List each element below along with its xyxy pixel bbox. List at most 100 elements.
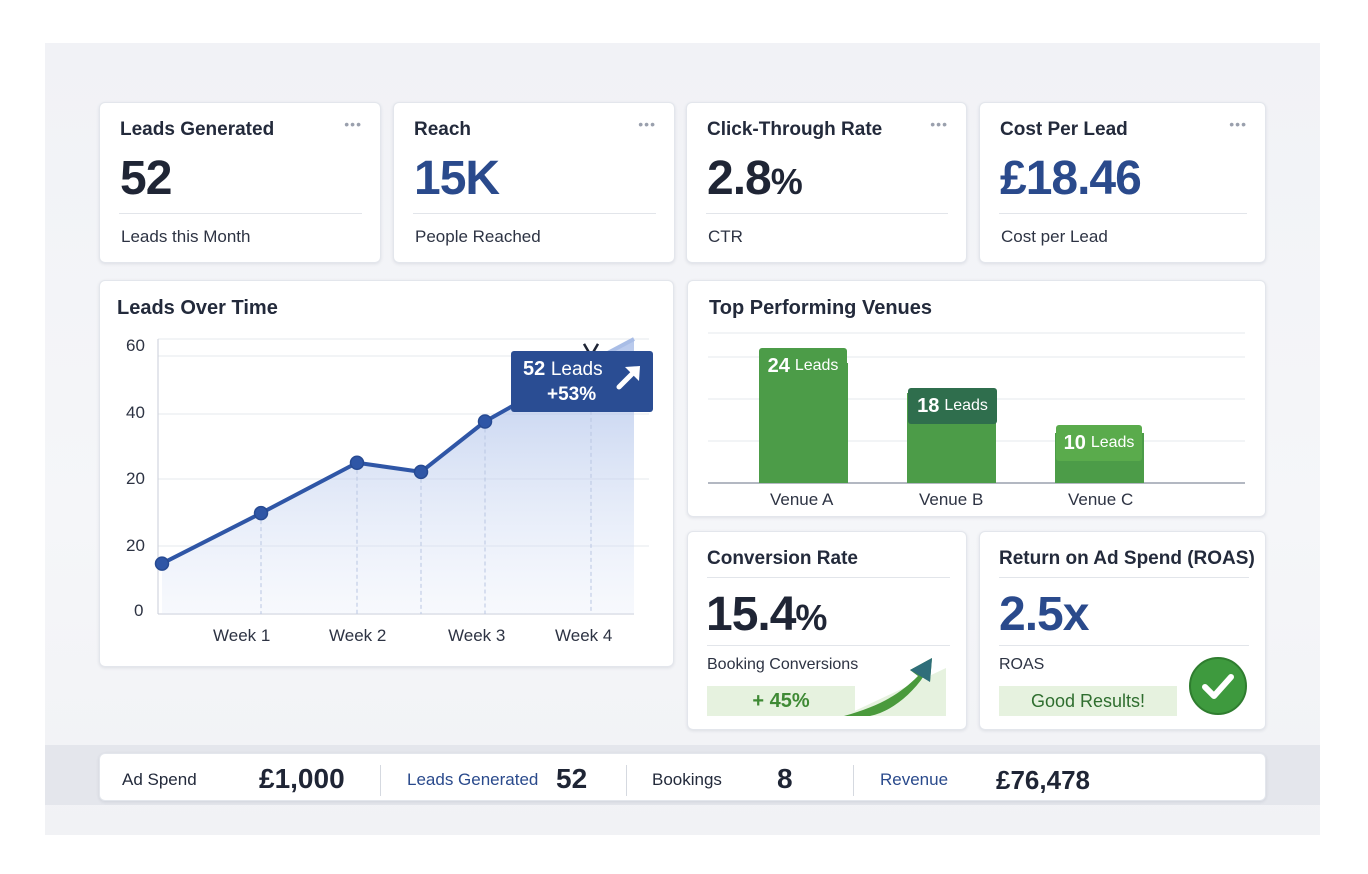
y-tick-label: 0: [134, 601, 144, 620]
dashboard: Leads Generated ••• 52 Leads this Month …: [45, 43, 1320, 835]
kpi-card-cost-per-lead[interactable]: Cost Per Lead ••• £18.46 Cost per Lead: [979, 102, 1266, 263]
bar-label-venue-a: 24 Leads: [759, 348, 847, 384]
kpi-value-unit: %: [770, 161, 803, 202]
divider: [380, 765, 381, 796]
y-tick-label: 40: [126, 403, 145, 422]
data-point: [349, 455, 365, 470]
growth-arrow-icon: [844, 658, 946, 716]
divider: [999, 213, 1247, 214]
x-tick-label: Week 1: [213, 626, 271, 645]
summary-value-leads: 52: [556, 763, 588, 794]
divider: [999, 577, 1249, 578]
divider: [999, 645, 1249, 646]
top-venues-panel: Top Performing Venues 24 Leads 18 Leads …: [687, 280, 1266, 517]
bar-label-venue-c: 10 Leads: [1056, 425, 1142, 461]
divider: [706, 213, 948, 214]
callout-change: +53%: [547, 384, 597, 405]
kpi-value-number: 52: [120, 152, 172, 205]
bar-value-suffix: Leads: [794, 357, 839, 374]
panel-title: Return on Ad Spend (ROAS): [999, 548, 1255, 569]
kpi-subtitle: Cost per Lead: [1001, 227, 1108, 246]
bar-value: 18: [917, 394, 940, 417]
summary-label-bookings: Bookings: [652, 770, 722, 789]
leads-callout: 52 Leads +53%: [511, 351, 653, 412]
leads-line: [161, 360, 592, 566]
summary-strip: Ad Spend £1,000 Leads Generated 52 Booki…: [45, 745, 1320, 805]
panel-title: Leads Over Time: [117, 297, 278, 319]
bar-value: 24: [767, 354, 790, 377]
kpi-value: 15K: [414, 151, 500, 206]
divider: [626, 765, 627, 796]
x-tick-label: Venue B: [919, 490, 984, 509]
data-point: [413, 464, 429, 480]
bar-label-venue-b: 18 Leads: [908, 388, 997, 424]
callout-line: 52 Leads: [523, 358, 603, 381]
more-options-icon[interactable]: •••: [638, 116, 656, 132]
kpi-value-number: 15K: [414, 152, 500, 205]
kpi-card-ctr[interactable]: Click-Through Rate ••• 2.8% CTR: [686, 102, 967, 263]
panel-title: Top Performing Venues: [709, 297, 932, 319]
panel-title: Conversion Rate: [707, 548, 858, 569]
x-tick-label: Venue A: [770, 490, 834, 509]
x-tick-label: Week 2: [329, 626, 387, 645]
divider: [853, 765, 854, 796]
kpi-title: Reach: [414, 119, 472, 140]
roas-card[interactable]: Return on Ad Spend (ROAS) 2.5x ROAS Good…: [979, 531, 1266, 730]
kpi-value-number: 2.8: [707, 152, 772, 205]
roas-status-badge: Good Results!: [999, 686, 1177, 716]
kpi-value-number: £18.46: [1000, 152, 1142, 205]
more-options-icon[interactable]: •••: [930, 116, 948, 132]
data-point: [477, 414, 493, 429]
leads-over-time-panel: Leads Over Time 60 40 20 20 0 Week 1 Wee…: [99, 280, 674, 667]
data-point: [154, 556, 170, 571]
x-tick-label: Venue C: [1068, 490, 1134, 509]
summary-value-bookings: 8: [777, 763, 793, 794]
conversion-rate-card[interactable]: Conversion Rate 15.4% Booking Conversion…: [687, 531, 967, 730]
summary-label-ad-spend: Ad Spend: [122, 770, 197, 789]
divider: [707, 645, 950, 646]
kpi-value: 52: [120, 151, 172, 206]
more-options-icon[interactable]: •••: [1229, 116, 1247, 132]
more-options-icon[interactable]: •••: [344, 116, 362, 132]
trend-up-arrow-icon: [616, 366, 640, 390]
divider: [413, 213, 656, 214]
leads-line-chart: [154, 337, 649, 615]
conversion-unit: %: [795, 597, 827, 638]
callout-label: Leads: [550, 359, 603, 380]
conversion-number: 15.4: [706, 588, 796, 641]
summary-bar: Ad Spend £1,000 Leads Generated 52 Booki…: [99, 753, 1266, 801]
callout-value: 52: [523, 358, 546, 380]
y-tick-label: 60: [126, 336, 145, 355]
kpi-subtitle: CTR: [708, 227, 743, 246]
roas-status: Good Results!: [1030, 690, 1146, 711]
summary-label-revenue: Revenue: [880, 770, 949, 789]
kpi-value: £18.46: [1000, 151, 1142, 206]
divider: [707, 577, 950, 578]
y-tick-label: 20: [126, 469, 145, 488]
kpi-card-leads[interactable]: Leads Generated ••• 52 Leads this Month: [99, 102, 381, 263]
check-circle-icon: [1189, 657, 1247, 715]
bar-value: 10: [1063, 431, 1086, 454]
kpi-title: Leads Generated: [120, 119, 275, 140]
conversion-value: 15.4%: [706, 587, 827, 642]
conversion-change-badge: + 45%: [707, 686, 855, 716]
summary-value-ad-spend: £1,000: [259, 763, 345, 794]
bar-value-suffix: Leads: [1090, 434, 1135, 451]
kpi-value: 2.8%: [707, 151, 803, 206]
kpi-card-reach[interactable]: Reach ••• 15K People Reached: [393, 102, 675, 263]
roas-value: 2.5x: [999, 588, 1089, 641]
bar-value-suffix: Leads: [944, 397, 988, 414]
summary-value-revenue: £76,478: [996, 765, 1090, 796]
roas-subtitle: ROAS: [999, 656, 1045, 673]
x-tick-label: Week 4: [555, 626, 613, 645]
x-tick-label: Week 3: [448, 626, 506, 645]
data-point: [253, 505, 269, 521]
conversion-change: + 45%: [752, 689, 810, 712]
y-tick-label: 20: [126, 536, 145, 555]
kpi-subtitle: Leads this Month: [121, 227, 251, 246]
conversion-subtitle: Booking Conversions: [707, 656, 859, 673]
kpi-title: Cost Per Lead: [1000, 119, 1128, 140]
summary-label-leads: Leads Generated: [407, 770, 539, 789]
divider: [119, 213, 362, 214]
kpi-title: Click-Through Rate: [707, 119, 883, 140]
